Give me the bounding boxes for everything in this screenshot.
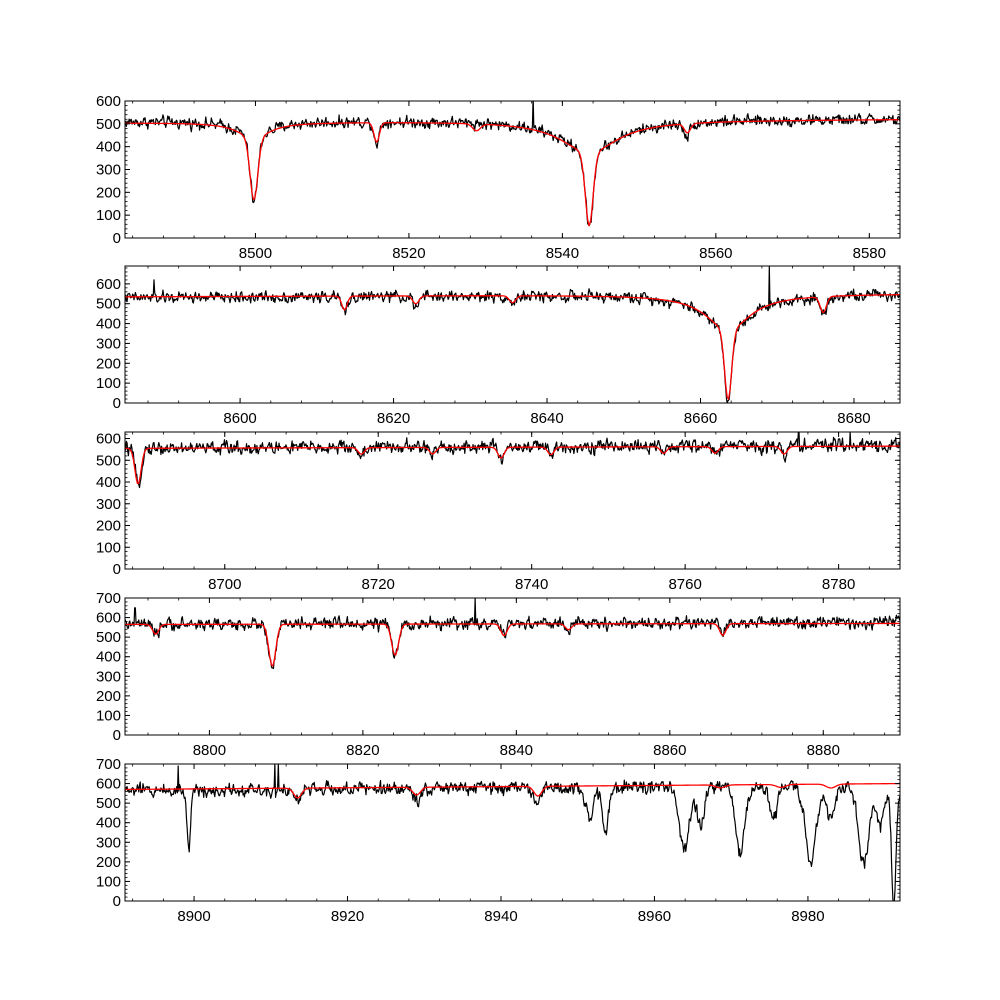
y-tick-label: 600: [96, 93, 121, 110]
x-tick-label: 8780: [822, 576, 855, 593]
y-tick-label: 500: [96, 296, 121, 313]
panel-4: 8800 8820 8840 8860 8880 0 100 200 300 400 500 600 7…: [96, 590, 901, 759]
x-tick-label: 8660: [684, 410, 717, 427]
observed-spectrum-line-3: [125, 432, 900, 489]
y-tick-label: 0: [113, 727, 121, 744]
x-tick-label: 8800: [193, 742, 226, 759]
y-tick-label: 500: [96, 795, 121, 812]
y-tick-label: 600: [96, 276, 121, 293]
axes-frame: [124, 265, 901, 404]
x-tick-label: 8940: [484, 908, 517, 925]
y-tick-label: 300: [96, 162, 121, 179]
x-tick-label: 8980: [791, 908, 824, 925]
x-tick-label: 8920: [331, 908, 364, 925]
x-tick-label: 8740: [515, 576, 548, 593]
model-spectrum-line-3: [125, 445, 900, 485]
y-tick-label: 200: [96, 355, 121, 372]
y-tick-label: 600: [96, 431, 121, 448]
x-tick-label: 8720: [362, 576, 395, 593]
y-tick-label: 300: [96, 834, 121, 851]
x-tick-label: 8500: [239, 245, 272, 262]
y-tick-label: 200: [96, 518, 121, 535]
y-tick-label: 500: [96, 629, 121, 646]
axes-frame: [124, 763, 901, 902]
y-tick-label: 700: [96, 756, 121, 773]
x-tick-label: 8760: [668, 576, 701, 593]
panel-5: 8900 8920 8940 8960 8980 0 100 200 300 400 500 600 7…: [96, 756, 901, 925]
x-tick-label: 8900: [177, 908, 210, 925]
y-tick-label: 100: [96, 375, 121, 392]
model-spectrum-line-1: [125, 119, 900, 227]
y-tick-label: 100: [96, 539, 121, 556]
model-spectrum-line-2: [125, 294, 900, 400]
y-tick-label: 200: [96, 184, 121, 201]
x-tick-label: 8620: [377, 410, 410, 427]
observed-spectrum-line-2: [125, 266, 900, 403]
x-tick-label: 8960: [638, 908, 671, 925]
model-spectrum-line-4: [125, 622, 900, 667]
y-tick-label: 400: [96, 474, 121, 491]
panel-3: 8700 8720 8740 8760 8780 0 100 200 300 400 500 600: [96, 431, 901, 593]
y-tick-label: 100: [96, 873, 121, 890]
y-tick-label: 400: [96, 316, 121, 333]
y-tick-label: 0: [113, 395, 121, 412]
observed-spectrum-line-1: [125, 101, 900, 227]
axes-frame: [124, 597, 901, 736]
panel-2: 8600 8620 8640 8660 8680 0 100 200 300 400 500 600: [96, 265, 901, 427]
x-tick-label: 8820: [346, 742, 379, 759]
x-tick-label: 8580: [853, 245, 886, 262]
x-tick-label: 8840: [500, 742, 533, 759]
y-tick-label: 600: [96, 610, 121, 627]
y-tick-label: 300: [96, 496, 121, 513]
x-tick-label: 8680: [837, 410, 870, 427]
y-tick-label: 600: [96, 776, 121, 793]
x-tick-label: 8540: [546, 245, 579, 262]
spectrum-panels: 8500 8520 8540 8560 858001002003004005006008…: [96, 93, 901, 925]
x-tick-label: 8880: [807, 742, 840, 759]
y-tick-label: 400: [96, 649, 121, 666]
y-tick-label: 400: [96, 815, 121, 832]
y-tick-label: 100: [96, 207, 121, 224]
x-tick-label: 8860: [653, 742, 686, 759]
y-tick-label: 500: [96, 116, 121, 133]
x-tick-label: 8700: [208, 576, 241, 593]
x-tick-label: 8560: [699, 245, 732, 262]
x-tick-label: 8520: [392, 245, 425, 262]
y-tick-label: 500: [96, 452, 121, 469]
x-tick-label: 8640: [530, 410, 563, 427]
y-tick-label: 200: [96, 688, 121, 705]
y-tick-label: 200: [96, 854, 121, 871]
y-tick-label: 400: [96, 139, 121, 156]
model-spectrum-line-5: [125, 782, 900, 799]
y-tick-label: 300: [96, 668, 121, 685]
y-tick-label: 0: [113, 230, 121, 247]
panel-1: 8500 8520 8540 8560 8580 0 100 200 300 400 500 600: [96, 93, 901, 262]
y-tick-label: 100: [96, 707, 121, 724]
y-tick-label: 0: [113, 893, 121, 910]
y-tick-label: 700: [96, 590, 121, 607]
x-tick-label: 8600: [223, 410, 256, 427]
axes-frame: [124, 431, 901, 570]
y-tick-label: 300: [96, 335, 121, 352]
y-tick-label: 0: [113, 561, 121, 578]
